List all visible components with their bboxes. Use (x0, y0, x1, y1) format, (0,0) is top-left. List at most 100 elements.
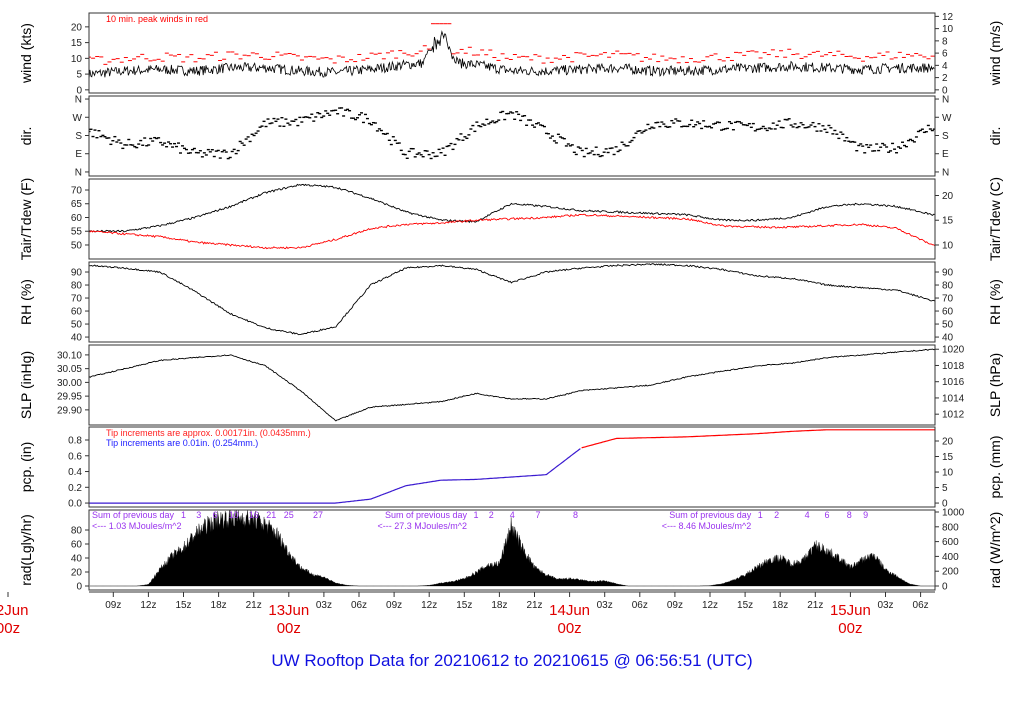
left-tick-label: 55 (71, 227, 83, 238)
dir-frame (88, 95, 936, 177)
x-hour-label: 21z (246, 600, 262, 611)
rh-plot (89, 263, 935, 336)
right-tick-label: 0 (942, 499, 948, 510)
right-tick-label: 10 (942, 240, 954, 251)
right-tick-label: N (942, 167, 949, 178)
left-tick-label: 10 (71, 54, 83, 65)
right-tick-label: N (942, 95, 949, 106)
right-tick-label: 12 (942, 12, 954, 23)
hour-mark: 2 (489, 510, 494, 520)
left-tick-label: 20 (71, 568, 83, 579)
rad-frame (88, 509, 936, 591)
left-tick-label: 29.90 (57, 405, 82, 416)
tair-line (89, 183, 935, 233)
panel-pcp: Tip increments are approx. 0.00171in. (0… (18, 426, 1003, 510)
pcp-note: Tip increments are approx. 0.00171in. (0… (106, 428, 311, 438)
left-tick-label: 50 (71, 240, 83, 251)
right-tick-label: 5 (942, 483, 948, 494)
x-day-label: 12Jun (0, 602, 28, 619)
x-hour-label: 09z (667, 600, 683, 611)
y-axis-label-right: pcp. (mm) (987, 436, 1003, 499)
hour-mark: 1 (473, 510, 478, 520)
x-hour-label: 18z (211, 600, 227, 611)
right-tick-label: 10 (942, 468, 954, 479)
x-day-label: 14Jun (549, 602, 590, 619)
right-tick-label: 1018 (942, 361, 965, 372)
right-tick-label: W (942, 113, 952, 124)
left-tick-label: N (75, 95, 82, 106)
left-tick-label: 65 (71, 199, 83, 210)
right-tick-label: E (942, 149, 949, 160)
x-day-hour-label: 00z (558, 620, 582, 637)
right-tick-label: 50 (942, 320, 954, 331)
daily-sum-value: <--- 1.03 MJoules/m^2 (92, 521, 182, 531)
wind-speed-line (89, 30, 935, 80)
left-tick-label: 50 (71, 320, 83, 331)
tdew-line (89, 213, 935, 250)
left-tick-label: 15 (71, 38, 83, 49)
left-tick-label: 0.0 (68, 499, 82, 510)
pcp-line-blue (89, 448, 581, 504)
hour-mark: 21 (266, 510, 276, 520)
hour-mark: 6 (213, 510, 218, 520)
right-tick-label: 1020 (942, 345, 965, 356)
left-tick-label: 70 (71, 294, 83, 305)
wind-plot (89, 23, 935, 80)
right-tick-label: 2 (942, 73, 948, 84)
temp-frame (88, 178, 936, 260)
rh-line (89, 263, 935, 336)
left-tick-label: 70 (71, 185, 83, 196)
right-tick-label: 200 (942, 567, 959, 578)
slp-line (89, 348, 935, 422)
y-axis-label-left: SLP (inHg) (18, 351, 34, 419)
peak-wind-note: 10 min. peak winds in red (106, 14, 208, 24)
right-tick-label: 1012 (942, 410, 965, 421)
y-axis-label-right: RH (%) (987, 279, 1003, 325)
hour-mark: 25 (284, 510, 294, 520)
right-tick-label: 20 (942, 191, 954, 202)
daily-sum-value: <--- 27.3 MJoules/m^2 (377, 521, 467, 531)
y-axis-label-right: Tair/Tdew (C) (987, 177, 1003, 261)
pcp-line-red (581, 429, 935, 449)
dir-plot (89, 107, 935, 160)
x-hour-label: 09z (386, 600, 402, 611)
hour-mark: 27 (313, 510, 323, 520)
right-tick-label: 20 (942, 436, 954, 447)
left-tick-label: 80 (71, 281, 83, 292)
rh-frame (88, 261, 936, 343)
right-tick-label: 400 (942, 552, 959, 563)
x-hour-label: 15z (175, 600, 191, 611)
right-tick-label: 40 (942, 333, 954, 344)
hour-mark: 4 (510, 510, 515, 520)
daily-sum-value: <--- 8.46 MJoules/m^2 (662, 521, 752, 531)
y-axis-label-right: rad (W/m^2) (987, 512, 1003, 589)
right-tick-label: 600 (942, 537, 959, 548)
y-axis-label-left: RH (%) (18, 279, 34, 325)
x-day-hour-label: 00z (0, 620, 20, 637)
x-hour-label: 06z (351, 600, 367, 611)
x-hour-label: 12z (140, 600, 156, 611)
x-hour-label: 21z (526, 600, 542, 611)
y-axis-label-left: wind (kts) (18, 23, 34, 84)
x-hour-label: 18z (772, 600, 788, 611)
left-tick-label: 20 (71, 22, 83, 33)
left-tick-label: W (73, 113, 83, 124)
left-tick-label: 29.95 (57, 392, 82, 403)
daily-sum-label: Sum of previous day (385, 510, 468, 520)
left-tick-label: E (75, 149, 82, 160)
right-tick-label: 6 (942, 49, 948, 60)
left-tick-label: 0.8 (68, 436, 82, 447)
y-axis-label-right: dir. (987, 127, 1003, 146)
panel-rad: Sum of previous day <--- 1.03 MJoules/m^2… (18, 507, 1003, 592)
x-hour-label: 12z (421, 600, 437, 611)
x-hour-label: 06z (632, 600, 648, 611)
left-tick-label: 60 (71, 539, 83, 550)
x-hour-label: 03z (877, 600, 893, 611)
left-tick-label: 0.2 (68, 483, 82, 494)
right-tick-label: 15 (942, 452, 954, 463)
hour-mark: 8 (573, 510, 578, 520)
right-tick-label: 80 (942, 281, 954, 292)
x-hour-label: 21z (807, 600, 823, 611)
hour-mark: 6 (824, 510, 829, 520)
